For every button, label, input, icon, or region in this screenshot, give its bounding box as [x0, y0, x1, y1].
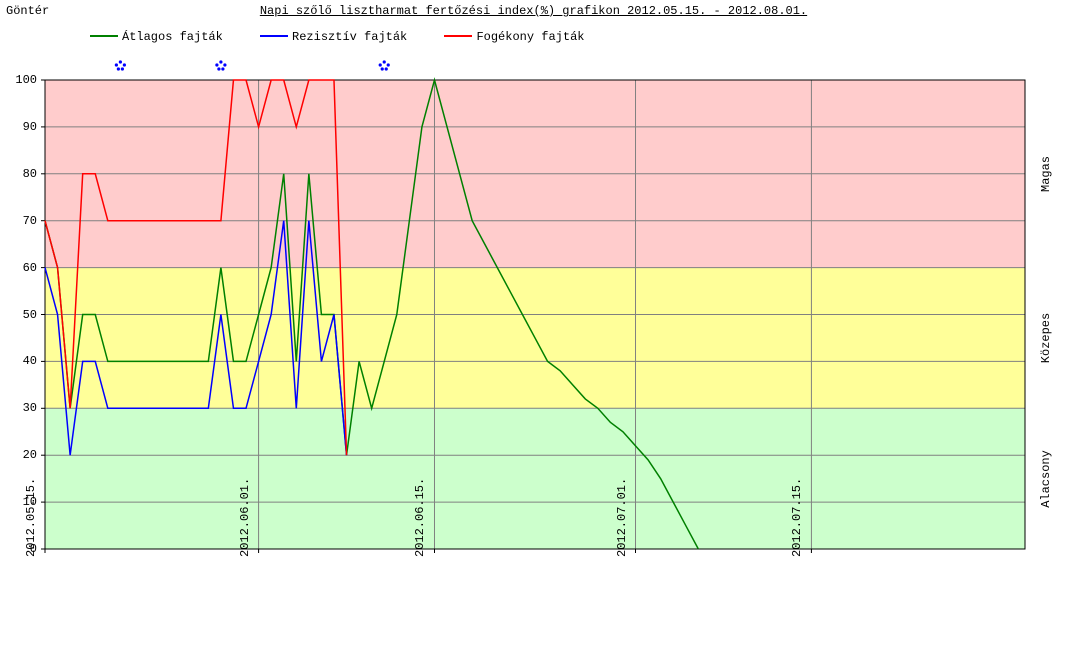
- chart-container: Göntér Napi szőlő lisztharmat fertőzési …: [0, 0, 1067, 649]
- y-tick-label: 80: [0, 167, 37, 181]
- y-tick-label: 40: [0, 354, 37, 368]
- y-tick-label: 50: [0, 308, 37, 322]
- x-tick-label: 2012.06.01.: [238, 478, 252, 557]
- band-label: Közepes: [1039, 313, 1053, 363]
- y-tick-label: 60: [0, 261, 37, 275]
- x-tick-label: 2012.07.01.: [615, 478, 629, 557]
- x-tick-label: 2012.06.15.: [413, 478, 427, 557]
- band-label: Alacsony: [1039, 450, 1053, 508]
- y-tick-label: 100: [0, 73, 37, 87]
- x-tick-label: 2012.07.15.: [790, 478, 804, 557]
- x-tick-label: 2012.05.15.: [24, 478, 38, 557]
- band-label: Magas: [1039, 156, 1053, 192]
- chart-svg: [0, 0, 1067, 649]
- y-tick-label: 90: [0, 120, 37, 134]
- y-tick-label: 70: [0, 214, 37, 228]
- y-tick-label: 30: [0, 401, 37, 415]
- y-tick-label: 20: [0, 448, 37, 462]
